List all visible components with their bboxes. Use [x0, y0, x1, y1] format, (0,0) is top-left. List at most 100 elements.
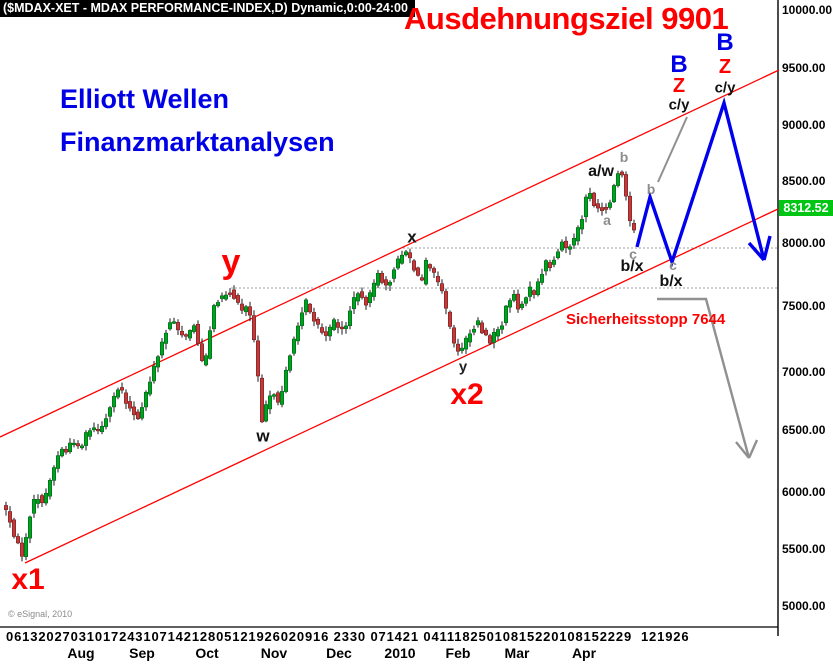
wave-label-Z: Z — [672, 75, 686, 97]
candle-body — [204, 355, 209, 366]
candle-body — [136, 411, 141, 420]
candle-body — [519, 303, 524, 308]
candle-body — [96, 428, 101, 432]
candle-body — [579, 219, 584, 230]
candle-body — [188, 330, 193, 339]
candle-body — [196, 324, 201, 344]
candle-body — [343, 325, 348, 329]
wave-label-b: b — [619, 149, 629, 165]
candle-body — [291, 338, 296, 354]
candle-body — [627, 195, 632, 222]
candle-body — [144, 391, 149, 408]
candle-body — [208, 330, 213, 359]
candle-body — [335, 322, 340, 328]
candle-body — [463, 337, 468, 350]
candle-body — [72, 442, 77, 446]
candle-body — [164, 332, 169, 344]
candle-body — [232, 289, 237, 299]
candle-body — [319, 327, 324, 333]
candle-body — [555, 251, 560, 259]
candle-body — [351, 297, 356, 310]
wave-label-c: c — [629, 246, 637, 262]
candle-body — [200, 343, 205, 361]
candle-body — [248, 306, 253, 316]
wave-label-x: x — [407, 227, 417, 247]
candle-body — [623, 174, 628, 197]
candle-body — [595, 203, 600, 209]
candle-body — [367, 292, 372, 304]
candle-body — [216, 302, 221, 307]
candle-body — [64, 448, 69, 453]
candle-body — [571, 238, 576, 246]
candle-body — [371, 282, 376, 297]
candle-body — [140, 407, 145, 419]
candle-body — [259, 377, 264, 423]
wave-label-cy: c/y — [714, 79, 736, 97]
candle-body — [12, 519, 17, 537]
y-axis-label: 6000.00 — [782, 485, 826, 499]
brand-line-1: Elliott Wellen — [60, 84, 230, 114]
wave-label-x1: x1 — [11, 563, 45, 596]
x-axis-month-mar: Mar — [504, 645, 530, 661]
y-axis-label: 7500.00 — [782, 299, 826, 313]
candle-body — [363, 296, 368, 306]
candle-body — [323, 331, 328, 336]
candle-body — [535, 281, 540, 296]
wave-label-y: y — [458, 358, 468, 376]
candle-body — [479, 322, 484, 334]
candle-body — [407, 252, 412, 259]
candle-body — [51, 467, 56, 481]
candle-body — [375, 272, 380, 286]
candle-body — [387, 281, 392, 286]
candle-body — [8, 511, 13, 523]
candle-body — [543, 260, 548, 272]
candle-body — [4, 505, 9, 510]
candle-body — [495, 329, 500, 337]
candle-body — [168, 322, 173, 330]
wave-label-w: w — [256, 426, 270, 446]
candle-body — [156, 356, 161, 368]
channel-line-upper — [0, 69, 780, 438]
candle-body — [299, 312, 304, 326]
candle-body — [563, 240, 568, 249]
gray-pointer-line — [657, 116, 688, 183]
candle-body — [531, 290, 536, 295]
candle-body — [112, 396, 117, 408]
candle-body — [459, 347, 464, 351]
extension-target-label: Ausdehnungsziel 9901 — [404, 1, 729, 36]
candle-body — [551, 259, 556, 265]
candle-body — [355, 293, 360, 302]
candle-body — [35, 499, 40, 504]
candle-body — [451, 327, 456, 344]
y-axis-label: 5000.00 — [782, 599, 826, 613]
candle-body — [84, 432, 89, 446]
gray-down-arrow — [657, 297, 751, 459]
candle-body — [236, 295, 241, 303]
candle-body — [160, 341, 165, 356]
candle-body — [331, 319, 336, 330]
candle-body — [383, 279, 388, 286]
candle-body — [411, 260, 416, 271]
candle-body — [252, 315, 257, 340]
candle-body — [575, 227, 580, 242]
candle-body — [447, 311, 452, 327]
candle-body — [347, 310, 352, 327]
candle-body — [263, 404, 268, 422]
wave-label-bx: b/x — [620, 258, 644, 275]
wave-label-a: a — [603, 212, 611, 228]
candle-body — [567, 246, 572, 250]
y-axis-label: 8000.00 — [782, 236, 826, 250]
candle-body — [180, 330, 185, 336]
candle-body — [339, 326, 344, 330]
candle-body — [539, 274, 544, 283]
candle-body — [184, 334, 189, 337]
candle-body — [23, 537, 28, 557]
candle-body — [287, 355, 292, 371]
candle-body — [88, 430, 93, 437]
candle-body — [76, 443, 81, 447]
candle-body — [315, 318, 320, 325]
x-axis-month-feb: Feb — [445, 645, 471, 661]
candle-body — [443, 291, 448, 309]
y-axis-label: 9000.00 — [782, 118, 826, 132]
